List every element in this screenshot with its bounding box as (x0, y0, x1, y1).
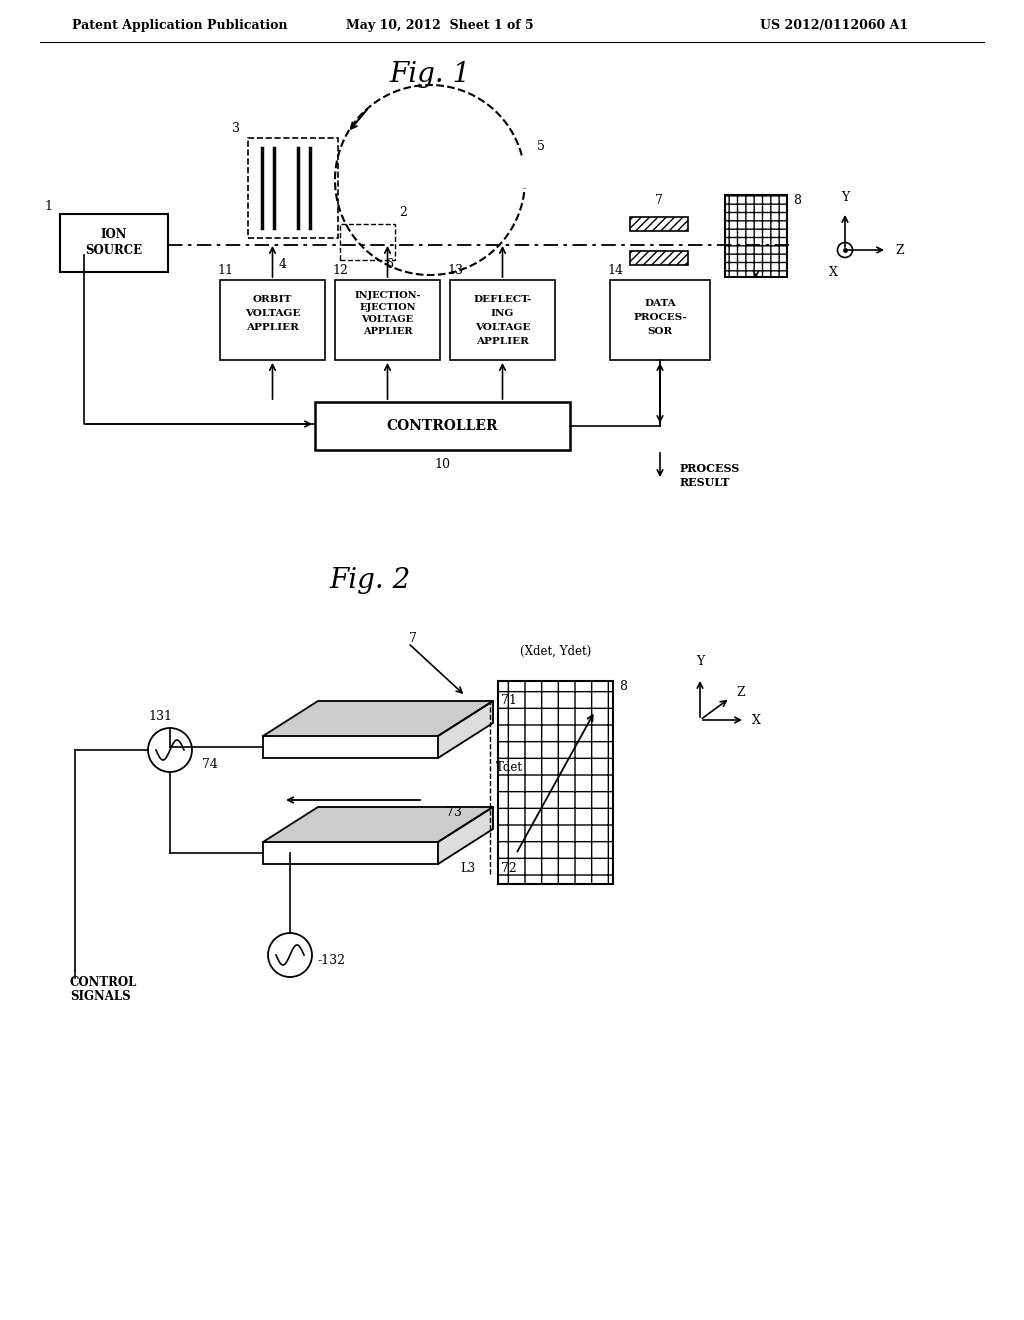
Text: CONTROLLER: CONTROLLER (387, 418, 499, 433)
Text: APPLIER: APPLIER (362, 327, 413, 337)
Text: Y: Y (841, 191, 849, 205)
Text: Z: Z (736, 686, 744, 700)
Text: 73: 73 (446, 805, 462, 818)
Text: X: X (828, 267, 838, 279)
Text: 8: 8 (618, 680, 627, 693)
Bar (315, 403, 570, 450)
Text: SIGNALS: SIGNALS (70, 990, 131, 1002)
Text: Patent Application Publication: Patent Application Publication (72, 18, 288, 32)
Text: 131: 131 (148, 710, 172, 723)
Text: PROCES-: PROCES- (633, 314, 687, 322)
Text: 12: 12 (332, 264, 348, 276)
Text: VOLTAGE: VOLTAGE (361, 315, 414, 325)
Text: 1: 1 (44, 199, 52, 213)
Bar (220, 280, 325, 360)
Text: DATA: DATA (644, 300, 676, 309)
Text: 6: 6 (385, 259, 393, 272)
Text: (Xdet, Ydet): (Xdet, Ydet) (520, 644, 591, 657)
Text: ION: ION (100, 228, 127, 242)
Text: 7: 7 (655, 194, 663, 207)
Circle shape (268, 933, 312, 977)
Polygon shape (263, 807, 493, 842)
Text: 11: 11 (217, 264, 233, 276)
Bar (263, 842, 438, 865)
Circle shape (148, 729, 193, 772)
Bar (610, 280, 710, 360)
Polygon shape (438, 701, 493, 758)
Bar (450, 280, 555, 360)
Text: 8: 8 (793, 194, 801, 206)
Text: RESULT: RESULT (680, 477, 730, 487)
Text: 74: 74 (202, 759, 218, 771)
Text: PROCESS: PROCESS (680, 462, 740, 474)
Text: X: X (752, 714, 761, 726)
Text: APPLIER: APPLIER (476, 338, 529, 346)
Text: SOR: SOR (647, 327, 673, 337)
Bar (630, 251, 688, 265)
Text: 14: 14 (607, 264, 623, 276)
Text: DEFLECT-: DEFLECT- (473, 296, 531, 305)
Text: US 2012/0112060 A1: US 2012/0112060 A1 (760, 18, 908, 32)
Bar (263, 737, 438, 758)
Bar (340, 224, 395, 260)
Circle shape (838, 243, 853, 257)
Bar (630, 216, 688, 231)
Polygon shape (263, 701, 493, 737)
Polygon shape (438, 807, 493, 865)
Text: Y: Y (696, 655, 705, 668)
Text: 3: 3 (232, 121, 240, 135)
Bar (248, 139, 338, 238)
Text: 71: 71 (501, 694, 517, 708)
Bar (60, 214, 168, 272)
Text: Fig. 2: Fig. 2 (330, 566, 411, 594)
Text: ORBIT: ORBIT (253, 296, 292, 305)
Text: EJECTION: EJECTION (359, 304, 416, 313)
Text: 10: 10 (434, 458, 451, 470)
Text: -132: -132 (318, 953, 346, 966)
Text: 5: 5 (537, 140, 545, 153)
Text: Fig. 1: Fig. 1 (389, 62, 471, 88)
Text: APPLIER: APPLIER (246, 323, 299, 333)
Text: VOLTAGE: VOLTAGE (245, 309, 300, 318)
Bar (498, 681, 613, 884)
Bar (725, 195, 787, 277)
Text: ING: ING (490, 309, 514, 318)
Text: May 10, 2012  Sheet 1 of 5: May 10, 2012 Sheet 1 of 5 (346, 18, 534, 32)
Text: SOURCE: SOURCE (85, 244, 142, 257)
Bar (335, 280, 440, 360)
Text: Tdet: Tdet (496, 762, 523, 774)
Text: CONTROL: CONTROL (70, 975, 137, 989)
Text: VOLTAGE: VOLTAGE (475, 323, 530, 333)
Text: Z: Z (895, 243, 903, 256)
Text: 72: 72 (501, 862, 517, 875)
Text: L3: L3 (461, 862, 475, 875)
Text: INJECTION-: INJECTION- (354, 292, 421, 301)
Text: 7: 7 (409, 632, 417, 645)
Text: 4: 4 (279, 259, 287, 272)
Text: 13: 13 (447, 264, 463, 276)
Text: 2: 2 (399, 206, 407, 219)
